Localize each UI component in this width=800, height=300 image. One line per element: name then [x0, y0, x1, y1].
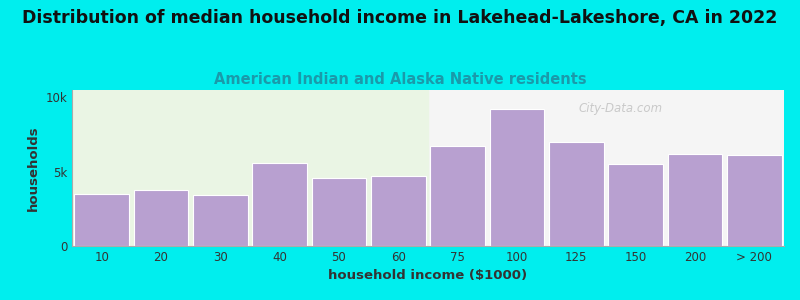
Text: Distribution of median household income in Lakehead-Lakeshore, CA in 2022: Distribution of median household income … [22, 9, 778, 27]
Bar [608, 164, 663, 246]
Bar [727, 155, 782, 246]
Bar [193, 196, 248, 246]
X-axis label: household income ($1000): household income ($1000) [329, 269, 527, 282]
Bar [549, 142, 604, 246]
Bar [668, 154, 722, 246]
Bar [74, 194, 129, 246]
Bar [252, 163, 307, 246]
Y-axis label: households: households [27, 125, 40, 211]
Bar [371, 176, 426, 246]
Text: City-Data.com: City-Data.com [578, 102, 662, 115]
Bar [134, 190, 188, 246]
Bar [490, 109, 544, 246]
Text: American Indian and Alaska Native residents: American Indian and Alaska Native reside… [214, 72, 586, 87]
Bar [430, 146, 485, 246]
Bar [72, 90, 428, 246]
Bar [312, 178, 366, 246]
